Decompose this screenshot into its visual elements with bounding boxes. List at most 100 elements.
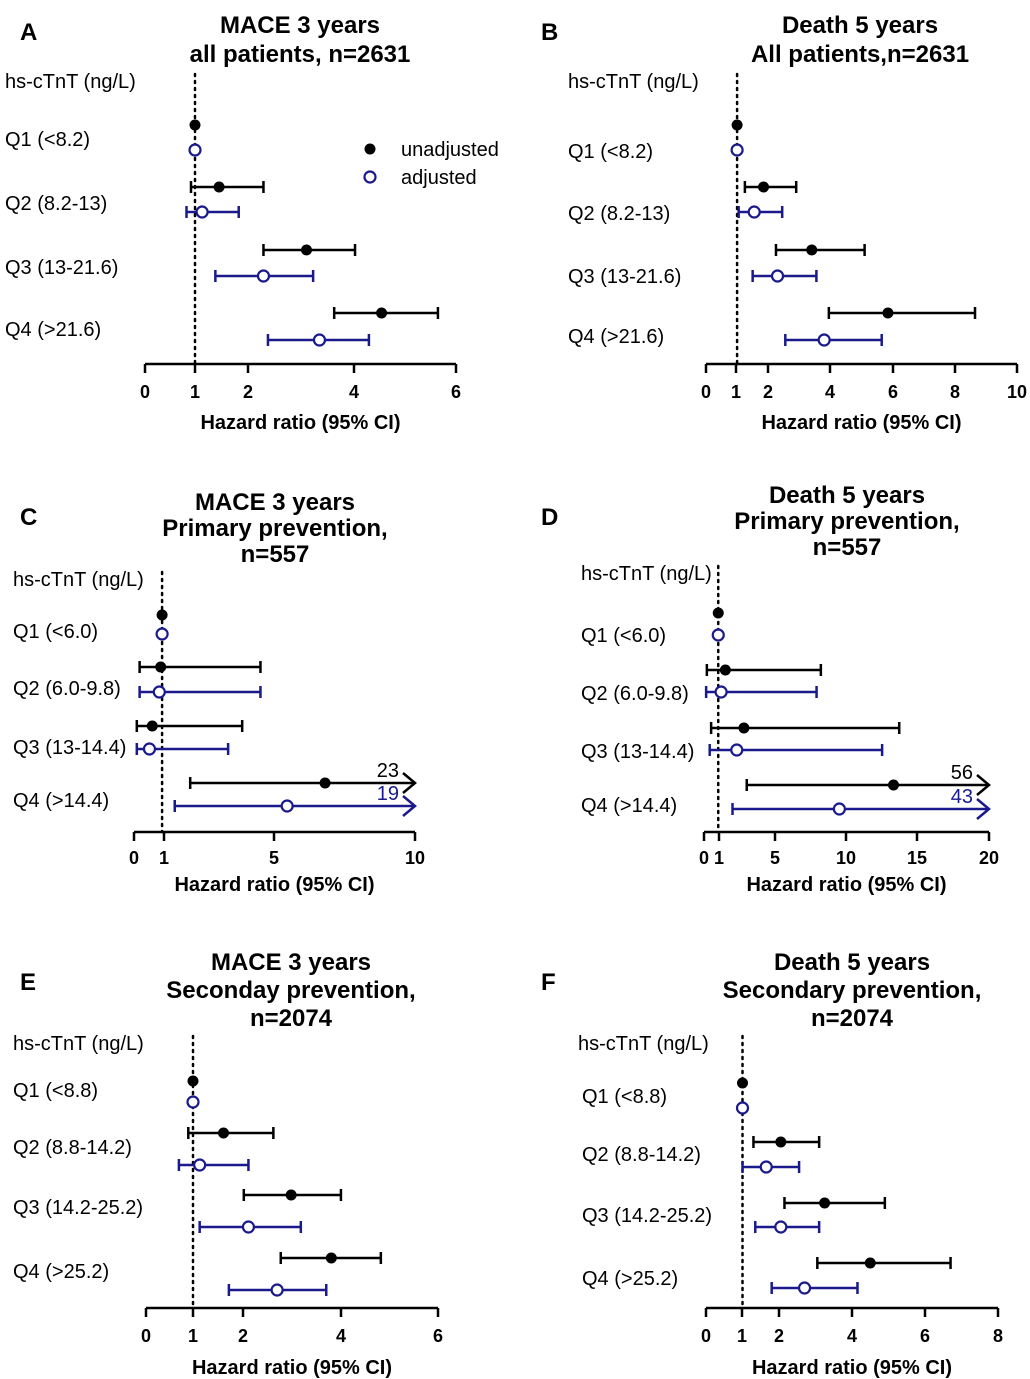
panel-title: Death 5 years [782,12,938,39]
point-unadjusted [819,1197,831,1209]
x-tick-label: 0 [129,848,139,868]
point-adjusted [797,1281,812,1295]
y-header-label: hs-cTnT (ng/L) [578,1033,709,1055]
x-tick-label: 2 [774,1326,784,1346]
category-label: Q4 (>25.2) [582,1268,678,1290]
point-adjusted [155,627,169,641]
y-header-label: hs-cTnT (ng/L) [13,1033,144,1055]
category-label: Q2 (6.0-9.8) [581,683,689,705]
point-adjusted [817,333,831,347]
x-tick-label: 6 [888,382,898,402]
point-unadjusted [301,244,313,256]
x-axis-label: Hazard ratio (95% CI) [752,1357,952,1379]
point-unadjusted [218,1127,230,1139]
y-header-label: hs-cTnT (ng/L) [581,563,712,585]
x-axis-label: Hazard ratio (95% CI) [174,874,374,896]
panel-title: MACE 3 years [211,949,371,976]
x-tick-label: 10 [1007,382,1027,402]
x-tick-label: 0 [701,1326,711,1346]
category-label: Q1 (<6.0) [13,621,98,643]
panel-title: MACE 3 years [220,12,380,39]
point-unadjusted [888,779,900,791]
panel-letter: C [20,504,37,531]
panel-letter: A [20,19,37,46]
x-tick-label: 2 [763,382,773,402]
ci-upper-label: 19 [377,783,399,805]
y-header-label: hs-cTnT (ng/L) [5,71,136,93]
point-unadjusted [156,609,168,621]
point-adjusted [714,685,728,699]
category-label: Q1 (<8.2) [5,129,90,151]
ci-arrow [402,772,417,794]
x-tick-label: 0 [140,382,150,402]
category-label: Q2 (8.2-13) [5,193,107,215]
x-axis-label: Hazard ratio (95% CI) [761,412,961,434]
category-label: Q2 (8.8-14.2) [13,1137,132,1159]
category-label: Q3 (13-21.6) [568,266,681,288]
point-unadjusted [731,119,743,131]
x-tick-label: 1 [190,382,200,402]
x-tick-label: 10 [836,848,856,868]
point-unadjusted [864,1257,876,1269]
x-tick-label: 5 [770,848,780,868]
panel-title: all patients, n=2631 [190,41,411,68]
point-unadjusted [155,661,167,673]
point-unadjusted [325,1252,337,1264]
point-adjusted [195,205,209,219]
point-unadjusted [758,181,770,193]
panel-title: MACE 3 years [195,489,355,516]
x-tick-label: 1 [159,848,169,868]
ci-arrow [976,774,991,796]
point-unadjusted [285,1189,297,1201]
category-label: Q3 (14.2-25.2) [582,1205,712,1227]
legend-label-unadjusted: unadjusted [401,139,499,161]
panel-title: n=2074 [811,1005,894,1032]
point-unadjusted [319,777,331,789]
panel-letter: E [20,969,36,996]
point-adjusted [735,1101,750,1115]
legend-marker-unadjusted [364,143,376,155]
panel-title: n=2074 [250,1005,333,1032]
panel-letter: B [541,19,558,46]
point-adjusted [188,143,202,157]
x-tick-label: 0 [701,382,711,402]
category-label: Q3 (14.2-25.2) [13,1197,143,1219]
legend-marker-adjusted [363,170,377,184]
legend: unadjusted adjusted [363,139,499,189]
x-tick-label: 1 [188,1326,198,1346]
point-unadjusted [737,1077,748,1089]
point-adjusted [730,743,744,757]
point-adjusted [152,685,166,699]
x-tick-label: 15 [907,848,927,868]
x-tick-label: 5 [269,848,279,868]
panel-letter: F [541,969,556,996]
x-tick-label: 6 [433,1326,443,1346]
point-adjusted [142,742,157,756]
point-unadjusted [376,307,388,319]
x-tick-label: 4 [847,1326,857,1346]
category-label: Q2 (8.8-14.2) [582,1144,701,1166]
point-adjusted [280,799,294,813]
legend-label-adjusted: adjusted [401,167,477,189]
x-tick-label: 4 [349,382,359,402]
x-axis-label: Hazard ratio (95% CI) [746,874,946,896]
point-adjusted [312,333,327,347]
ci-upper-label: 43 [951,786,973,808]
x-tick-label: 8 [950,382,960,402]
point-unadjusted [187,1075,199,1087]
point-adjusted [747,205,761,219]
x-tick-label: 10 [405,848,425,868]
point-adjusted [759,1160,773,1174]
panel-title: Secondary prevention, [723,977,982,1004]
category-label: Q1 (<6.0) [581,625,666,647]
point-adjusted [730,143,744,157]
point-unadjusted [712,607,724,619]
x-tick-label: 6 [451,382,461,402]
point-unadjusted [213,181,225,193]
point-unadjusted [146,720,158,732]
ci-upper-label: 23 [377,760,399,782]
point-adjusted [193,1158,207,1172]
